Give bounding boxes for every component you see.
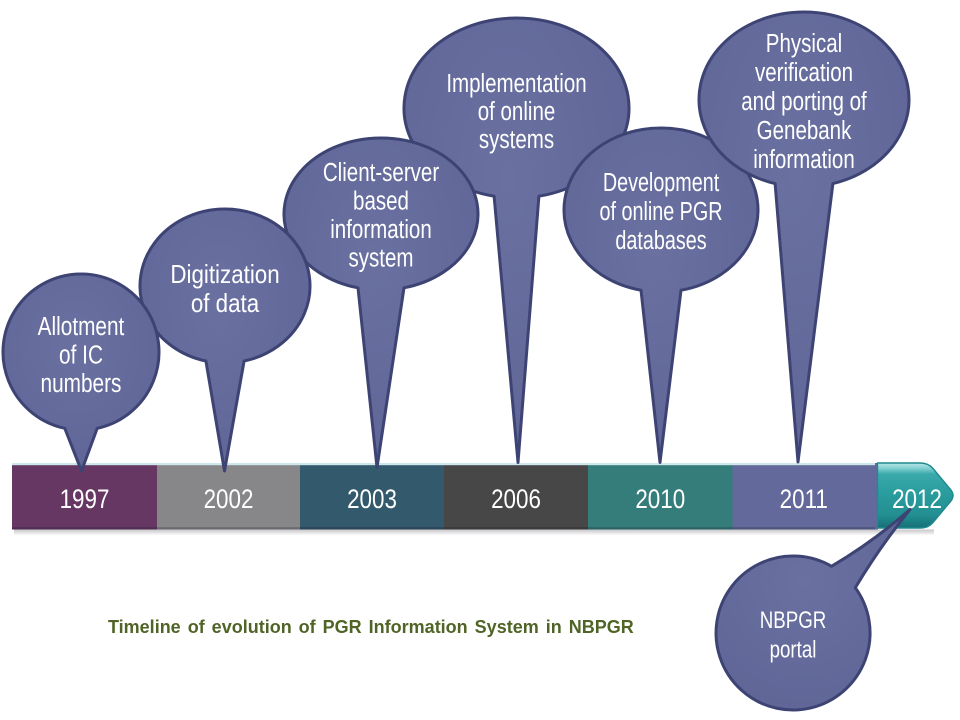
svg-text:2011: 2011 bbox=[780, 485, 828, 514]
svg-text:Timeline of evolution of PGR I: Timeline of evolution of PGR Information… bbox=[108, 617, 634, 637]
svg-text:2012: 2012 bbox=[892, 485, 942, 514]
svg-text:2002: 2002 bbox=[204, 485, 254, 514]
svg-text:2010: 2010 bbox=[635, 485, 685, 514]
svg-text:1997: 1997 bbox=[60, 485, 110, 514]
svg-text:2006: 2006 bbox=[491, 485, 541, 514]
svg-text:2003: 2003 bbox=[347, 485, 397, 514]
